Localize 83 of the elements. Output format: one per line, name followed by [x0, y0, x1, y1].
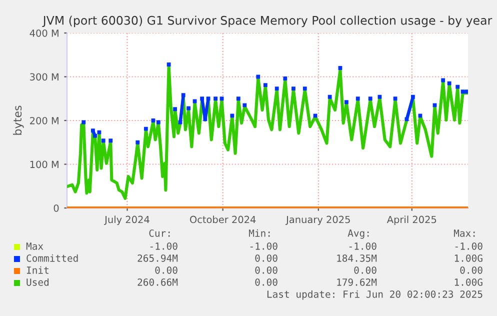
legend-label: Init — [26, 266, 48, 274]
text: 184.35M — [337, 254, 377, 262]
text: 179.62M — [337, 278, 377, 286]
point — [441, 78, 446, 82]
point — [230, 114, 234, 118]
point — [283, 76, 288, 80]
x-tick-label: April 2025 — [386, 216, 436, 226]
point — [192, 99, 197, 104]
point — [214, 96, 218, 101]
point — [101, 138, 106, 143]
point — [156, 120, 160, 124]
point — [404, 117, 409, 122]
y-tick-label: 400 M — [30, 29, 58, 37]
y-tick-label: 300 M — [30, 73, 58, 81]
point — [200, 96, 204, 101]
point — [144, 126, 148, 131]
point — [181, 93, 186, 98]
point — [236, 96, 240, 101]
point — [82, 120, 86, 124]
point — [173, 107, 177, 112]
y-axis-title: bytes — [13, 106, 24, 135]
text: Avg: — [348, 230, 369, 239]
text: Last update: Fri Jun 20 02:00:23 2025 — [267, 290, 482, 300]
point — [393, 96, 398, 101]
point — [378, 94, 382, 99]
point — [206, 96, 210, 101]
point — [410, 94, 415, 99]
x-tick-label: October 2024 — [190, 216, 256, 224]
point — [151, 118, 156, 122]
text: -1.00 — [250, 242, 278, 250]
text: -1.00 — [349, 242, 376, 250]
point — [368, 96, 372, 101]
point — [186, 106, 190, 110]
point — [263, 83, 268, 88]
legend-label: Committed — [26, 254, 78, 262]
chart-title: JVM (port 60030) G1 Survivor Space Memory Pool collection usage - by year — [42, 16, 492, 28]
point — [256, 74, 260, 79]
point — [97, 130, 102, 134]
text: 0.00 — [460, 266, 482, 274]
text: Min: — [248, 229, 270, 237]
text: -1.00 — [150, 242, 178, 250]
point — [93, 134, 97, 138]
point — [456, 84, 460, 89]
text: 1.00G — [454, 254, 482, 262]
point — [274, 86, 279, 91]
text: 0.00 — [255, 266, 278, 274]
point — [338, 66, 342, 70]
text: 265.94M — [138, 254, 178, 262]
point — [313, 114, 318, 118]
point — [203, 117, 208, 122]
y-tick-label: 200 M — [30, 116, 58, 124]
text: 0.00 — [255, 254, 278, 262]
point — [465, 90, 468, 94]
text: Max: — [454, 230, 475, 237]
point — [447, 81, 452, 86]
text: 1.00G — [454, 278, 482, 286]
point — [292, 86, 296, 91]
text: -1.00 — [455, 242, 482, 250]
point — [460, 90, 465, 94]
point — [178, 120, 182, 124]
text: 0.00 — [155, 266, 178, 274]
point — [432, 103, 437, 108]
point — [108, 138, 113, 143]
point — [356, 96, 360, 101]
x-tick-label: July 2024 — [104, 216, 150, 226]
point — [344, 100, 348, 104]
point — [328, 94, 332, 99]
point — [166, 62, 171, 66]
point — [302, 86, 307, 91]
text: 0.00 — [354, 266, 376, 274]
point — [242, 103, 247, 108]
legend-label: Max — [26, 242, 44, 250]
y-tick-label: 100 M — [30, 160, 58, 168]
text: 0.00 — [255, 278, 278, 286]
text: Cur: — [149, 229, 170, 237]
y-tick-label: 0 — [54, 204, 59, 212]
text: 260.66M — [138, 278, 178, 286]
point — [418, 114, 422, 118]
legend-label: Used — [26, 278, 49, 286]
point — [136, 140, 140, 144]
point — [91, 128, 95, 133]
x-tick-label: January 2025 — [286, 216, 350, 226]
point — [220, 96, 224, 101]
